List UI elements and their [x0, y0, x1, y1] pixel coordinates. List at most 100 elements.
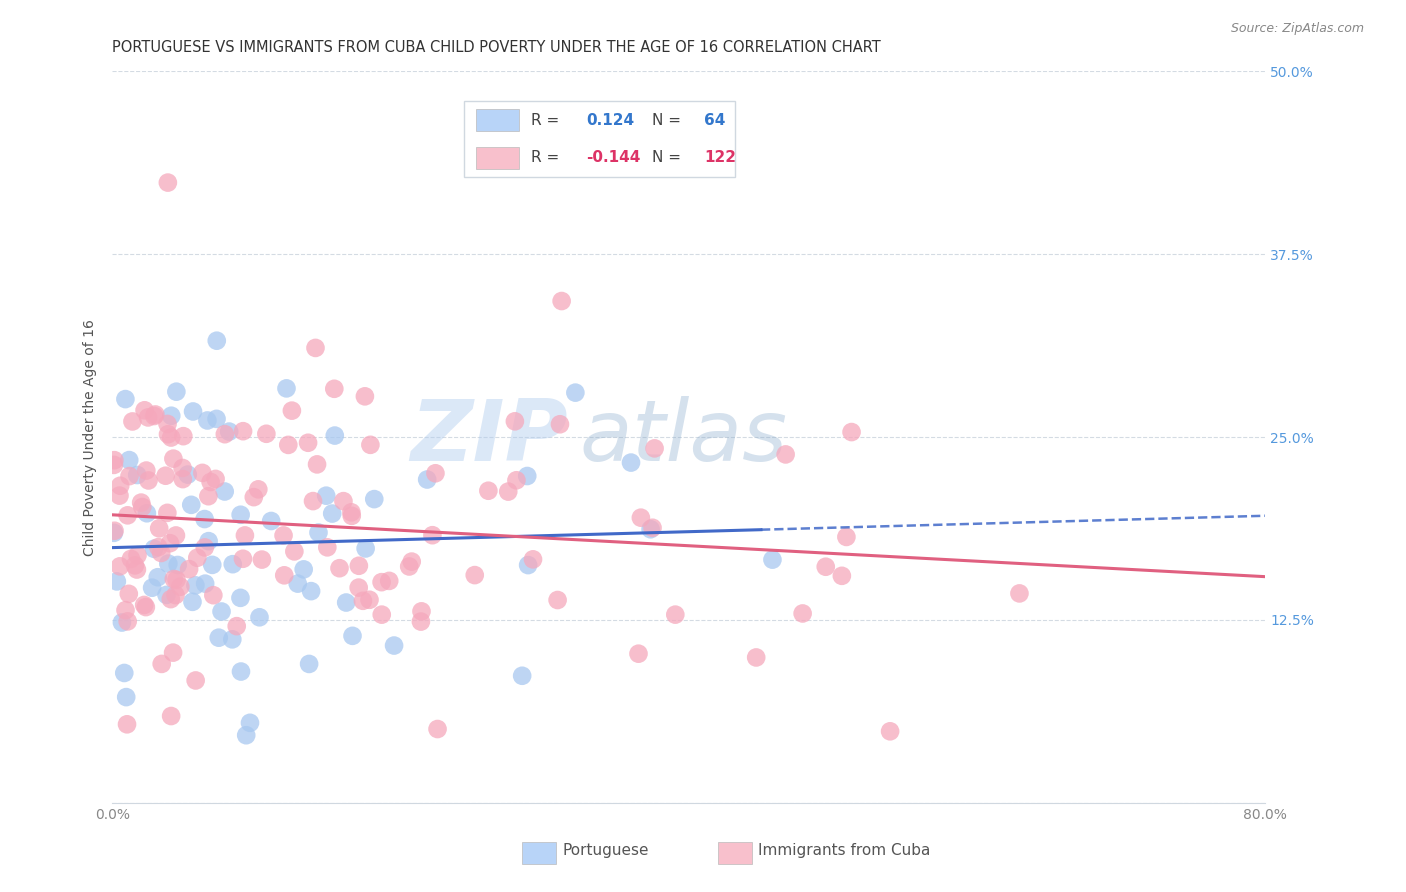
Point: [315, 489, 337, 503]
Point: [218, 425, 240, 439]
Point: [108, 479, 131, 493]
Point: [103, 524, 125, 538]
Point: [409, 615, 432, 629]
Point: [136, 410, 159, 425]
Point: [232, 551, 254, 566]
Point: [229, 665, 252, 679]
Point: [165, 588, 187, 602]
Point: [205, 412, 228, 426]
Point: [150, 546, 173, 560]
Point: [564, 385, 586, 400]
Point: [239, 715, 262, 730]
Point: [831, 569, 853, 583]
Point: [135, 464, 157, 478]
Point: [148, 540, 170, 554]
Point: [792, 607, 814, 621]
Point: [184, 578, 207, 592]
Point: [194, 512, 217, 526]
Point: [181, 595, 204, 609]
Point: [125, 562, 148, 576]
Text: atlas: atlas: [579, 395, 787, 479]
Point: [378, 574, 401, 588]
Text: ZIP: ZIP: [411, 395, 568, 479]
Point: [138, 474, 160, 488]
Point: [214, 427, 236, 442]
Point: [156, 176, 179, 190]
Point: [150, 657, 173, 671]
Point: [194, 541, 217, 555]
Point: [382, 639, 405, 653]
Point: [129, 495, 152, 509]
Point: [156, 417, 179, 431]
Point: [401, 555, 423, 569]
Point: [464, 568, 486, 582]
Point: [205, 334, 228, 348]
Point: [841, 425, 863, 439]
FancyBboxPatch shape: [464, 101, 735, 178]
Text: R =: R =: [531, 150, 564, 165]
Point: [222, 557, 245, 571]
Point: [308, 525, 330, 540]
Point: [108, 559, 131, 574]
Point: [121, 414, 143, 428]
Point: [141, 581, 163, 595]
Point: [155, 468, 177, 483]
Point: [202, 588, 225, 602]
Point: [354, 389, 377, 403]
Point: [105, 574, 128, 589]
Point: [273, 568, 295, 582]
Point: [103, 458, 125, 472]
Point: [411, 604, 433, 618]
Point: [166, 573, 188, 587]
Point: [135, 506, 157, 520]
Point: [323, 428, 346, 442]
Point: [159, 536, 181, 550]
Text: PORTUGUESE VS IMMIGRANTS FROM CUBA CHILD POVERTY UNDER THE AGE OF 16 CORRELATION: PORTUGUESE VS IMMIGRANTS FROM CUBA CHILD…: [112, 40, 882, 55]
Text: Immigrants from Cuba: Immigrants from Cuba: [758, 843, 931, 858]
Point: [200, 475, 222, 489]
Point: [332, 494, 354, 508]
Point: [112, 665, 135, 680]
Point: [145, 408, 167, 422]
Point: [118, 587, 141, 601]
Point: [197, 489, 219, 503]
Point: [165, 384, 187, 399]
Point: [114, 392, 136, 406]
Text: N =: N =: [652, 150, 686, 165]
Point: [505, 473, 527, 487]
Point: [163, 572, 186, 586]
Point: [124, 558, 146, 573]
Point: [249, 610, 271, 624]
Point: [103, 525, 125, 540]
Point: [162, 646, 184, 660]
Text: Portuguese: Portuguese: [562, 843, 648, 858]
Point: [363, 492, 385, 507]
Point: [342, 629, 364, 643]
Point: [229, 591, 252, 605]
Point: [323, 382, 346, 396]
Point: [221, 632, 243, 647]
Point: [135, 600, 157, 615]
Point: [148, 521, 170, 535]
Point: [233, 528, 256, 542]
Point: [260, 514, 283, 528]
Point: [250, 552, 273, 566]
Point: [352, 594, 374, 608]
Point: [416, 473, 439, 487]
Point: [172, 472, 194, 486]
Point: [162, 451, 184, 466]
FancyBboxPatch shape: [718, 841, 752, 863]
Point: [359, 592, 381, 607]
Point: [127, 468, 149, 483]
Point: [398, 559, 420, 574]
Point: [477, 483, 499, 498]
Point: [517, 558, 540, 573]
Point: [276, 381, 298, 395]
Point: [115, 690, 138, 705]
Point: [117, 508, 139, 523]
Point: [155, 588, 177, 602]
Point: [664, 607, 686, 622]
Point: [180, 498, 202, 512]
Point: [292, 562, 315, 576]
Point: [169, 580, 191, 594]
